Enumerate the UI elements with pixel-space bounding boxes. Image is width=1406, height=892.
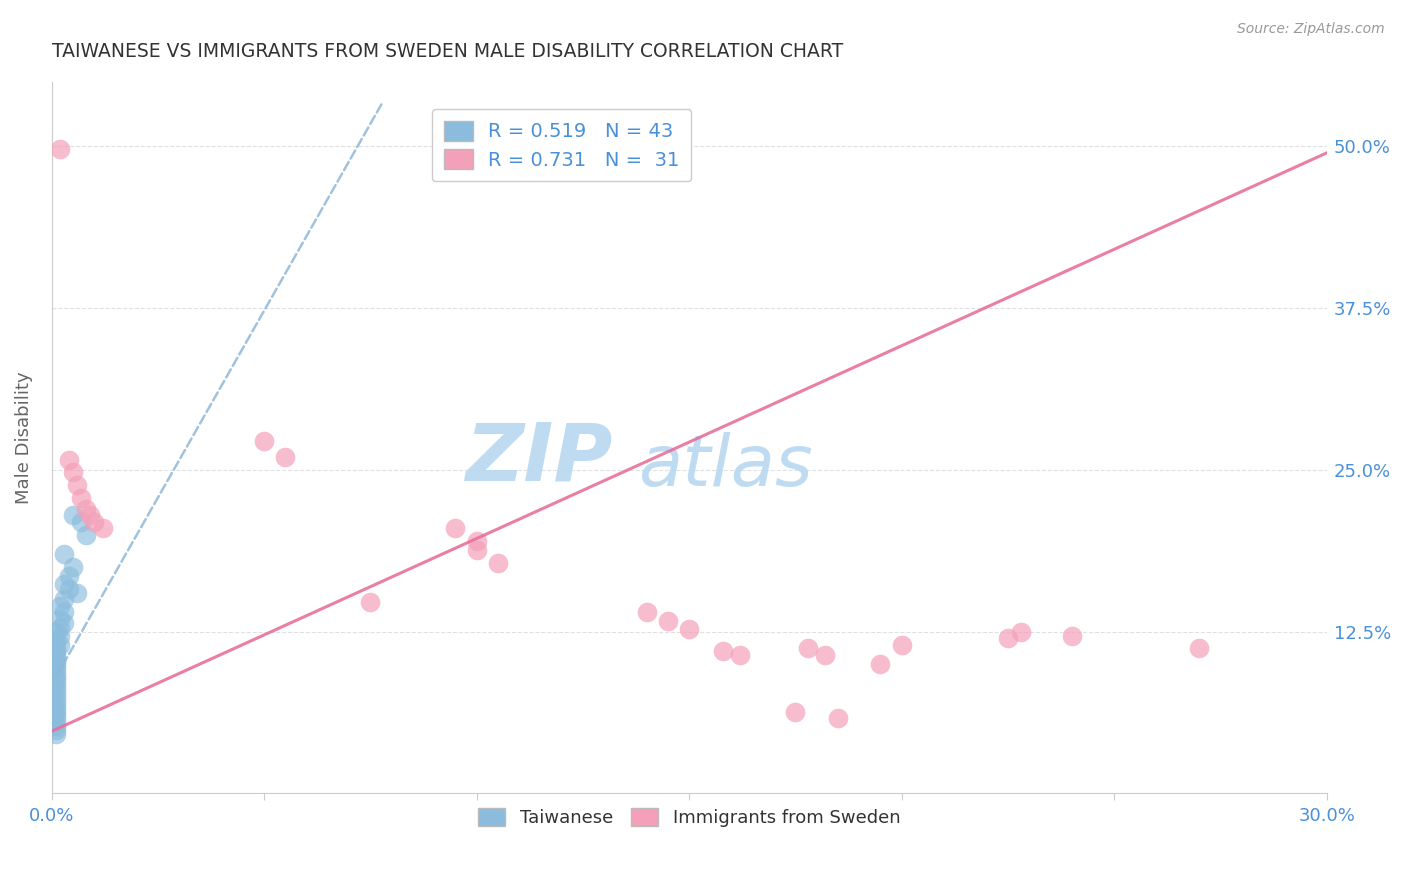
Point <box>486 556 509 570</box>
Point <box>45 676 67 690</box>
Point <box>58 569 80 583</box>
Point <box>45 654 67 668</box>
Point <box>83 515 105 529</box>
Point <box>657 614 679 628</box>
Point <box>45 688 67 702</box>
Point <box>62 466 84 480</box>
Point <box>45 648 67 662</box>
Point <box>45 707 67 722</box>
Point <box>45 719 67 733</box>
Y-axis label: Male Disability: Male Disability <box>15 371 32 504</box>
Point <box>814 648 837 662</box>
Point <box>66 586 89 600</box>
Point <box>45 665 67 679</box>
Point <box>45 696 67 710</box>
Point <box>253 434 276 449</box>
Point <box>45 641 67 656</box>
Point <box>49 621 72 635</box>
Point <box>45 711 67 725</box>
Point <box>45 661 67 675</box>
Point <box>75 527 97 541</box>
Point <box>75 501 97 516</box>
Text: TAIWANESE VS IMMIGRANTS FROM SWEDEN MALE DISABILITY CORRELATION CHART: TAIWANESE VS IMMIGRANTS FROM SWEDEN MALE… <box>52 42 844 61</box>
Point <box>49 599 72 613</box>
Point <box>797 641 820 656</box>
Point <box>45 633 67 648</box>
Point <box>636 605 658 619</box>
Point <box>45 680 67 694</box>
Point <box>53 615 76 630</box>
Point <box>66 478 89 492</box>
Point <box>58 582 80 596</box>
Point <box>890 638 912 652</box>
Point <box>45 644 67 658</box>
Point <box>62 508 84 523</box>
Point <box>70 515 93 529</box>
Point <box>49 628 72 642</box>
Point <box>45 657 67 671</box>
Point <box>45 727 67 741</box>
Point <box>274 450 297 464</box>
Point <box>1010 624 1032 639</box>
Text: atlas: atlas <box>638 432 813 500</box>
Point <box>785 705 807 719</box>
Point <box>45 715 67 730</box>
Point <box>45 692 67 706</box>
Point <box>58 452 80 467</box>
Point <box>53 592 76 607</box>
Point <box>678 622 700 636</box>
Point <box>70 491 93 506</box>
Point <box>45 699 67 714</box>
Legend: Taiwanese, Immigrants from Sweden: Taiwanese, Immigrants from Sweden <box>471 800 907 834</box>
Point <box>45 673 67 687</box>
Point <box>45 652 67 666</box>
Point <box>45 668 67 682</box>
Point <box>62 560 84 574</box>
Point <box>53 547 76 561</box>
Point <box>91 521 114 535</box>
Point <box>728 648 751 662</box>
Point <box>53 605 76 619</box>
Point <box>465 534 488 549</box>
Point <box>444 521 467 535</box>
Text: Source: ZipAtlas.com: Source: ZipAtlas.com <box>1237 22 1385 37</box>
Point <box>79 508 101 523</box>
Point <box>49 612 72 626</box>
Text: ZIP: ZIP <box>465 420 613 498</box>
Point <box>49 638 72 652</box>
Point <box>45 723 67 737</box>
Point <box>45 704 67 718</box>
Point <box>49 142 72 156</box>
Point <box>53 576 76 591</box>
Point <box>827 711 849 725</box>
Point <box>1060 628 1083 642</box>
Point <box>1188 641 1211 656</box>
Point <box>360 595 382 609</box>
Point <box>465 543 488 558</box>
Point <box>45 624 67 639</box>
Point <box>997 631 1019 645</box>
Point <box>869 657 891 671</box>
Point <box>45 684 67 698</box>
Point <box>711 644 734 658</box>
